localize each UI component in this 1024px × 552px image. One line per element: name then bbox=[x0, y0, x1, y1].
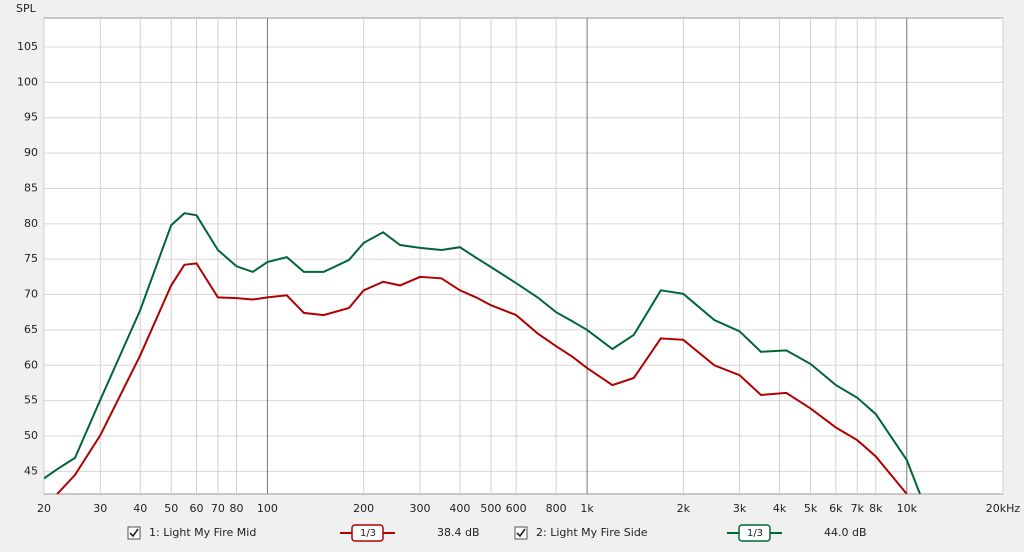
x-tick-label: 5k bbox=[804, 502, 818, 515]
y-tick-label: 55 bbox=[24, 394, 38, 407]
legend-check bbox=[516, 528, 526, 538]
y-tick-label: 75 bbox=[24, 252, 38, 265]
y-tick-label: 70 bbox=[24, 288, 38, 301]
y-tick-label: 105 bbox=[17, 40, 38, 53]
y-tick-label: 60 bbox=[24, 358, 38, 371]
x-tick-label: 20 bbox=[37, 502, 51, 515]
y-tick-label: 45 bbox=[24, 464, 38, 477]
y-tick-label: 90 bbox=[24, 146, 38, 159]
y-tick-label: 80 bbox=[24, 217, 38, 230]
y-tick-label: 95 bbox=[24, 111, 38, 124]
smoothing-box[interactable] bbox=[738, 524, 771, 542]
smoothing-box[interactable] bbox=[351, 524, 384, 542]
x-tick-label: 70 bbox=[211, 502, 225, 515]
y-axis-label: SPL bbox=[16, 2, 37, 15]
x-tick-label: 2k bbox=[677, 502, 691, 515]
smoothing-label: 1/3 bbox=[360, 528, 376, 539]
legend-check bbox=[129, 528, 139, 538]
x-tick-label: 1k bbox=[580, 502, 594, 515]
plot-area bbox=[43, 17, 1004, 495]
series-line bbox=[44, 212, 921, 494]
legend-checkbox[interactable] bbox=[127, 526, 141, 540]
y-tick-label: 85 bbox=[24, 181, 38, 194]
x-tick-label: 40 bbox=[133, 502, 147, 515]
y-tick-label: 100 bbox=[17, 75, 38, 88]
x-tick-label: 100 bbox=[257, 502, 278, 515]
x-tick-label: 800 bbox=[546, 502, 567, 515]
series-line bbox=[56, 262, 908, 494]
x-tick-label: 80 bbox=[229, 502, 243, 515]
legend-label: 2: Light My Fire Side bbox=[536, 526, 648, 539]
y-tick-label: 65 bbox=[24, 323, 38, 336]
x-tick-label: 30 bbox=[93, 502, 107, 515]
x-tick-label: 7k bbox=[851, 502, 865, 515]
level-label: 38.4 dB bbox=[437, 526, 480, 539]
x-tick-label: 8k bbox=[869, 502, 883, 515]
x-tick-label: 500 bbox=[480, 502, 501, 515]
level-label: 44.0 dB bbox=[824, 526, 867, 539]
x-tick-label: 3k bbox=[733, 502, 747, 515]
legend-checkbox[interactable] bbox=[514, 526, 528, 540]
x-tick-label: 600 bbox=[506, 502, 527, 515]
x-tick-label: 20kHz bbox=[986, 502, 1021, 515]
smoothing-label: 1/3 bbox=[747, 528, 763, 539]
x-tick-label: 10k bbox=[897, 502, 918, 515]
x-tick-label: 60 bbox=[190, 502, 204, 515]
y-tick-label: 50 bbox=[24, 429, 38, 442]
x-tick-label: 6k bbox=[829, 502, 843, 515]
legend-label: 1: Light My Fire Mid bbox=[149, 526, 256, 539]
x-tick-label: 50 bbox=[164, 502, 178, 515]
x-tick-label: 200 bbox=[353, 502, 374, 515]
x-tick-label: 400 bbox=[449, 502, 470, 515]
x-tick-label: 4k bbox=[773, 502, 787, 515]
x-tick-label: 300 bbox=[409, 502, 430, 515]
